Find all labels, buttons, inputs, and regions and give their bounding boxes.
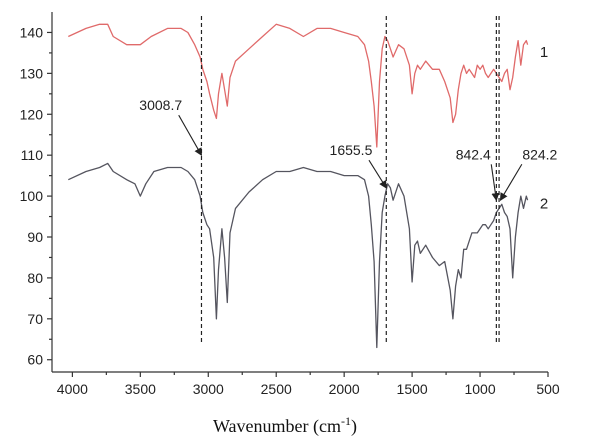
- x-axis-title: Wavenumber (cm-1): [213, 414, 357, 437]
- annotation-1-arrow: [178, 114, 202, 157]
- y-tick-label: 130: [20, 65, 44, 81]
- x-tick-label: 500: [536, 381, 560, 397]
- x-tick-label: 3000: [193, 381, 224, 397]
- annotation-3-arrow: [490, 164, 500, 202]
- x-tick-label: 3500: [125, 381, 156, 397]
- x-axis-title-exponent: -1: [341, 414, 351, 428]
- y-tick-label: 140: [20, 24, 44, 40]
- series-2-label: 2: [540, 195, 548, 212]
- y-tick-label: 70: [27, 311, 43, 327]
- x-axis-title-main: Wavenumber (cm: [213, 416, 341, 437]
- series-2-line: [68, 162, 529, 349]
- x-tick-label: 4000: [57, 381, 88, 397]
- x-axis-title-close: ): [351, 416, 357, 437]
- y-tick-label: 90: [27, 229, 43, 245]
- annotation-3-label: 842.4: [456, 146, 491, 162]
- y-tick-label: 120: [20, 106, 44, 122]
- annotation-4-arrow: [499, 163, 523, 202]
- x-tick-label: 1000: [464, 381, 495, 397]
- x-tick-label: 2000: [329, 381, 360, 397]
- series-1-line: [68, 23, 529, 148]
- annotation-2-label: 1655.5: [330, 142, 373, 158]
- annotation-2-arrow: [368, 159, 387, 189]
- x-tick-label: 2500: [261, 381, 292, 397]
- plot-area: 1 2 3008.7 1655.5 842.4 824.2: [68, 16, 558, 349]
- annotation-1-label: 3008.7: [139, 97, 182, 113]
- series-1-label: 1: [540, 44, 548, 61]
- y-tick-label: 100: [20, 188, 44, 204]
- y-tick-label: 80: [27, 270, 43, 286]
- annotation-4-label: 824.2: [522, 146, 557, 162]
- x-tick-label: 1500: [397, 381, 428, 397]
- y-tick-label: 60: [27, 352, 43, 368]
- y-tick-label: 110: [21, 147, 44, 163]
